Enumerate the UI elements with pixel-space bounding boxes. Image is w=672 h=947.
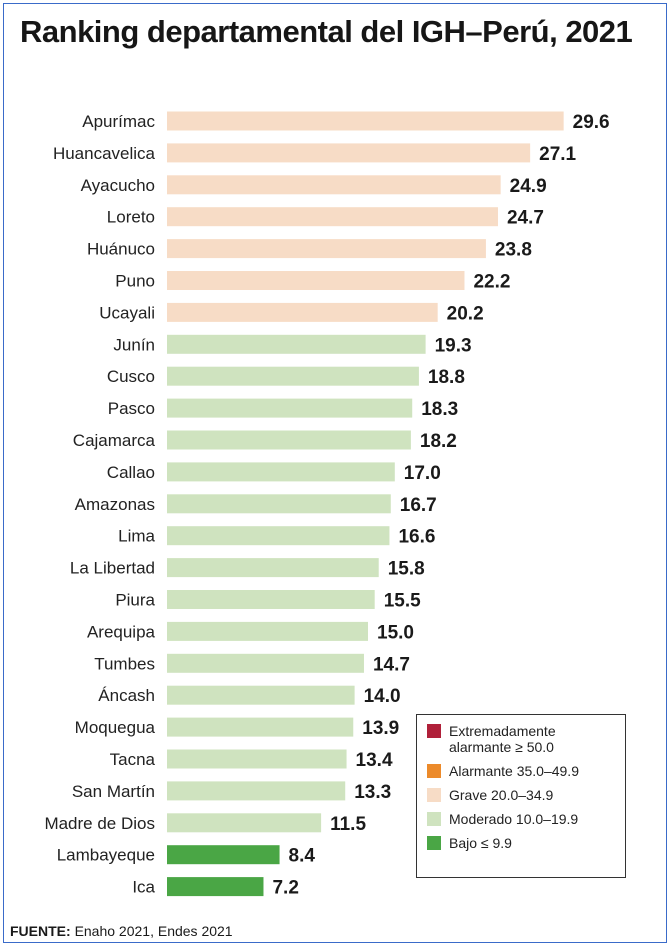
- bar: [167, 334, 426, 354]
- category-label: Tumbes: [94, 654, 155, 673]
- legend-item-extremadamente-alarmante: Extremadamente alarmante ≥ 50.0: [427, 723, 625, 755]
- bar: [167, 526, 390, 546]
- bar: [167, 494, 391, 514]
- category-label: Puno: [115, 272, 155, 291]
- value-label: 27.1: [539, 144, 576, 165]
- legend-swatch: [427, 836, 441, 850]
- value-label: 16.7: [400, 495, 437, 516]
- bar: [167, 430, 411, 450]
- source-note: FUENTE: Enaho 2021, Endes 2021: [10, 923, 233, 939]
- category-label: Huancavelica: [53, 144, 156, 163]
- legend-swatch: [427, 764, 441, 778]
- value-label: 18.3: [421, 399, 458, 420]
- bar: [167, 813, 322, 833]
- bar: [167, 366, 419, 386]
- category-label: Pasco: [108, 399, 155, 418]
- bar: [167, 143, 531, 163]
- value-label: 17.0: [404, 463, 441, 484]
- category-label: Junín: [113, 335, 155, 354]
- value-label: 8.4: [289, 846, 316, 867]
- value-label: 22.2: [473, 272, 510, 293]
- value-label: 13.3: [354, 782, 391, 803]
- value-label: 14.0: [364, 686, 401, 707]
- bar: [167, 302, 438, 322]
- value-label: 16.6: [398, 527, 435, 548]
- category-label: Áncash: [98, 686, 155, 705]
- bar: [167, 175, 501, 195]
- category-label: Piura: [115, 591, 155, 610]
- bar: [167, 653, 364, 673]
- legend-swatch: [427, 812, 441, 826]
- category-label: Ayacucho: [81, 176, 155, 195]
- bar: [167, 781, 346, 801]
- legend-label: Bajo ≤ 9.9: [449, 835, 512, 851]
- chart-title: Ranking departamental del IGH–Perú, 2021: [20, 14, 633, 49]
- bar: [167, 590, 375, 609]
- value-label: 20.2: [447, 303, 484, 324]
- legend: Extremadamente alarmante ≥ 50.0 Alarmant…: [416, 714, 626, 878]
- value-label: 19.3: [435, 335, 472, 356]
- bar: [167, 462, 395, 482]
- category-label: Apurímac: [82, 112, 155, 131]
- category-label: Huánuco: [87, 240, 155, 259]
- legend-label: Alarmante 35.0–49.9: [449, 763, 579, 779]
- source-label: FUENTE:: [10, 923, 71, 939]
- value-label: 29.6: [573, 112, 610, 133]
- bar: [167, 271, 465, 290]
- category-label: Tacna: [110, 750, 156, 769]
- category-label: Lambayeque: [57, 846, 155, 865]
- value-label: 13.9: [362, 718, 399, 739]
- category-label: Ucayali: [99, 303, 155, 322]
- value-label: 7.2: [272, 878, 298, 899]
- source-text: Enaho 2021, Endes 2021: [74, 923, 233, 939]
- legend-item-bajo: Bajo ≤ 9.9: [427, 835, 625, 851]
- legend-item-moderado: Moderado 10.0–19.9: [427, 811, 625, 827]
- legend-swatch: [427, 788, 441, 802]
- bar: [167, 717, 354, 737]
- value-label: 15.0: [377, 622, 414, 643]
- value-label: 23.8: [495, 240, 532, 261]
- legend-label: Moderado 10.0–19.9: [449, 811, 579, 827]
- category-label: Loreto: [107, 208, 155, 227]
- bar: [167, 877, 264, 897]
- value-label: 18.8: [428, 367, 465, 388]
- legend-swatch: [427, 724, 441, 738]
- bar: [167, 558, 379, 578]
- value-label: 18.2: [420, 431, 457, 452]
- category-label: Lima: [118, 527, 155, 546]
- bar: [167, 621, 368, 641]
- bar: [167, 111, 564, 131]
- legend-item-grave: Grave 20.0–34.9: [427, 787, 625, 803]
- value-label: 15.5: [384, 591, 421, 612]
- value-label: 11.5: [330, 814, 366, 835]
- value-label: 15.8: [388, 559, 425, 580]
- category-label: Cajamarca: [73, 431, 156, 450]
- category-label: Arequipa: [87, 622, 156, 641]
- value-label: 24.7: [507, 208, 544, 229]
- category-label: Amazonas: [75, 495, 155, 514]
- category-label: San Martín: [72, 782, 155, 801]
- legend-label: Grave 20.0–34.9: [449, 787, 554, 803]
- value-label: 24.9: [510, 176, 547, 197]
- bar: [167, 685, 355, 705]
- value-label: 13.4: [356, 750, 393, 771]
- category-label: Moquegua: [75, 718, 156, 737]
- category-label: Cusco: [107, 367, 155, 386]
- bar: [167, 207, 498, 227]
- legend-item-alarmante: Alarmante 35.0–49.9: [427, 763, 625, 779]
- figure-frame: [3, 3, 667, 943]
- bar: [167, 845, 280, 865]
- value-label: 14.7: [373, 654, 410, 675]
- bar: [167, 398, 413, 418]
- legend-label: Extremadamente alarmante ≥ 50.0: [449, 723, 556, 755]
- bar: [167, 749, 347, 769]
- category-label: Madre de Dios: [44, 814, 155, 833]
- category-label: Callao: [107, 463, 155, 482]
- category-label: La Libertad: [70, 559, 155, 578]
- bar: [167, 239, 486, 259]
- category-label: Ica: [132, 878, 155, 897]
